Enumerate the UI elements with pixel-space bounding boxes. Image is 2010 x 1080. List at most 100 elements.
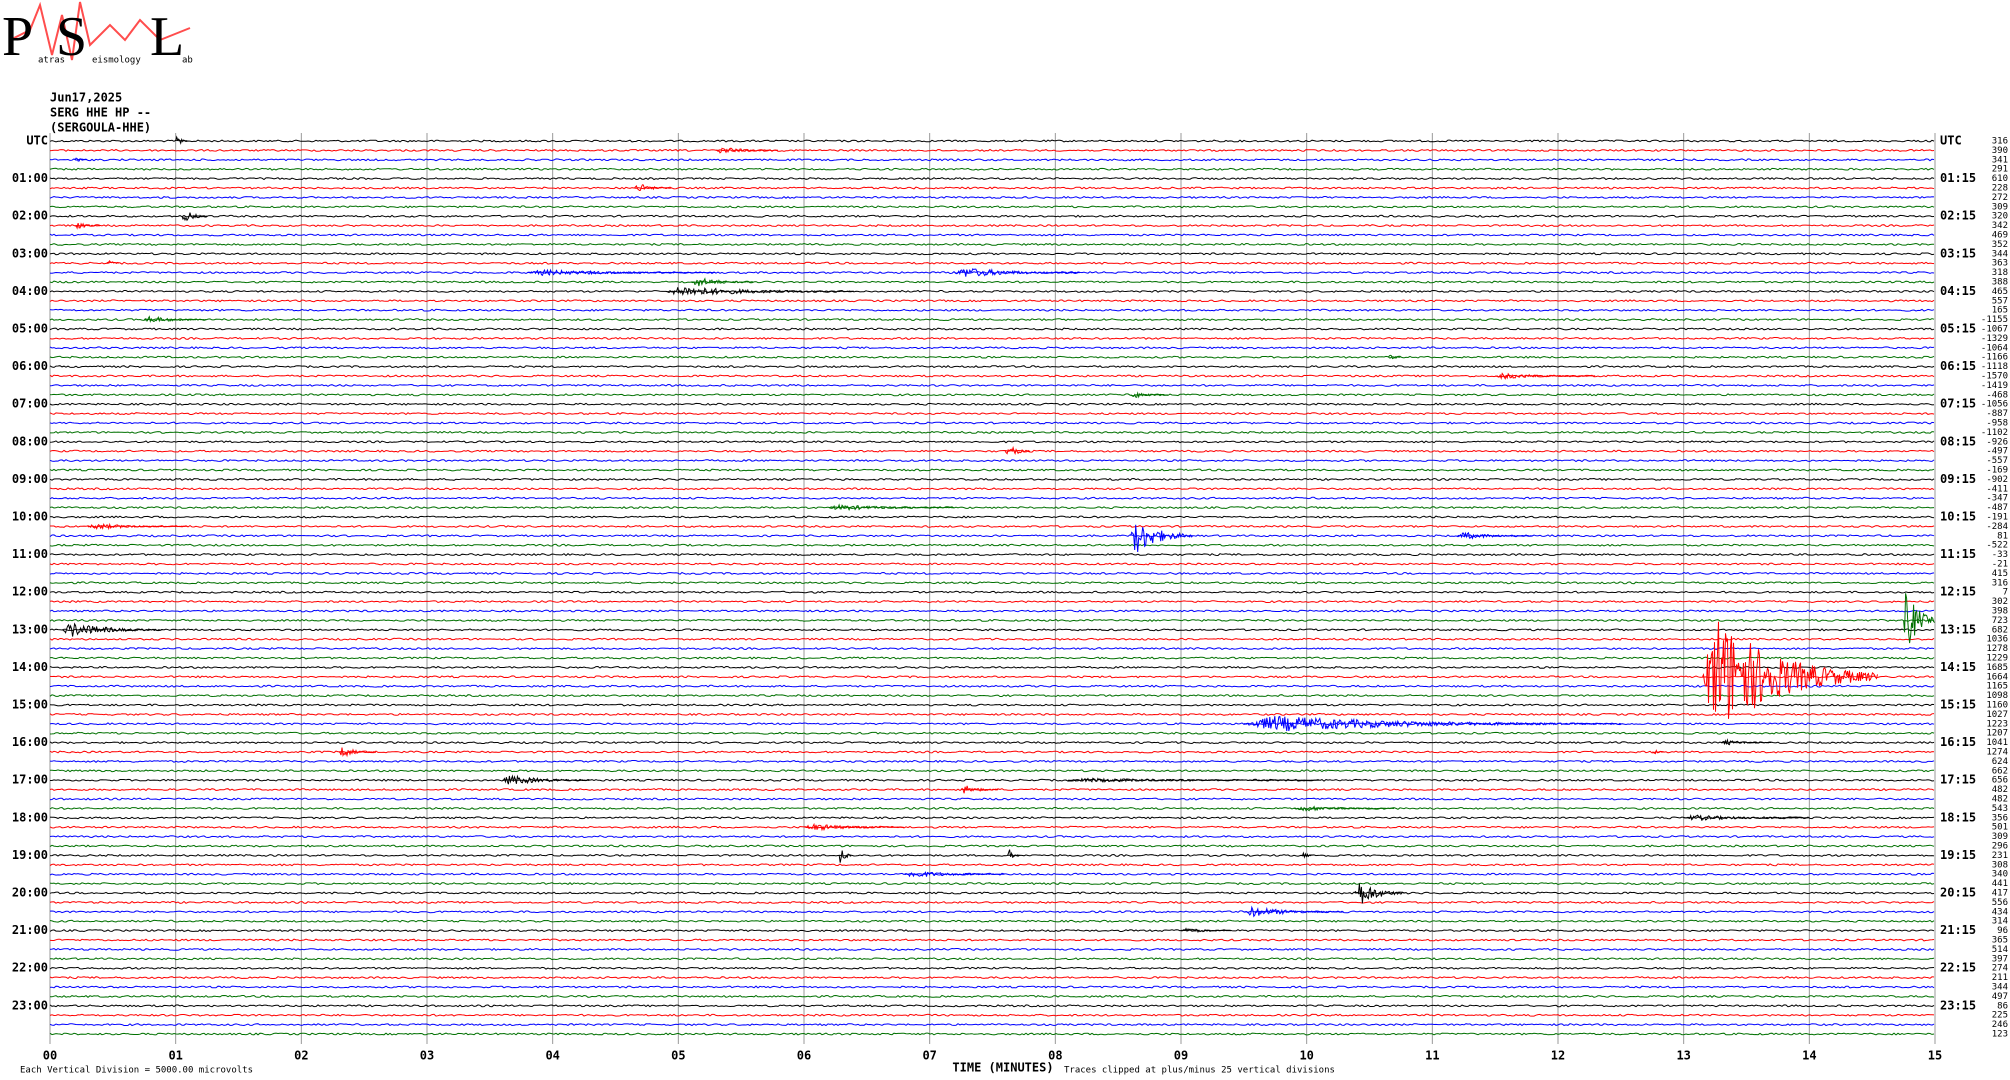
trace-offset-label: -411	[1986, 484, 2008, 494]
x-tick-label: 08	[1048, 1049, 1062, 1063]
x-tick-label: 01	[168, 1049, 182, 1063]
trace	[49, 882, 1935, 886]
trace	[49, 242, 1934, 246]
trace	[49, 571, 1935, 575]
trace-offset-label: -497	[1986, 447, 2008, 457]
left-time-label: 22:00	[12, 961, 48, 975]
seismic-event	[1652, 749, 1665, 755]
seismic-event	[1243, 905, 1344, 918]
trace	[49, 600, 1935, 604]
seismic-event	[828, 503, 955, 512]
seismic-event	[838, 850, 852, 863]
trace	[49, 177, 1935, 181]
seismic-event	[954, 268, 1080, 277]
scale-note: Each Vertical Division = 5000.00 microvo…	[20, 1066, 253, 1076]
trace-offset-label: 1685	[1986, 663, 2008, 673]
trace	[49, 214, 1935, 218]
trace-offset-label: 318	[1992, 268, 2008, 278]
trace-offset-label: 344	[1992, 983, 2008, 993]
seismic-event	[715, 147, 778, 154]
trace	[49, 261, 1935, 265]
left-time-label: 12:00	[12, 585, 48, 599]
right-time-label: 09:15	[1940, 472, 1976, 486]
right-time-label: 15:15	[1940, 698, 1976, 712]
trace-offset-label: 465	[1992, 287, 2008, 297]
right-time-label: 22:15	[1940, 961, 1976, 975]
seismic-event	[1067, 777, 1319, 783]
trace	[49, 1023, 1935, 1027]
trace-offset-label: -191	[1986, 513, 2008, 523]
x-tick-label: 00	[43, 1049, 57, 1063]
trace-offset-label: 344	[1992, 249, 2008, 259]
trace	[49, 863, 1935, 867]
logo-squiggle	[9, 1, 191, 61]
logo-word: atras	[38, 56, 65, 66]
seismic-event	[1495, 372, 1596, 380]
trace	[49, 280, 1935, 284]
trace-offset-label: 342	[1992, 221, 2008, 231]
trace	[50, 524, 1935, 528]
left-time-label: 01:00	[12, 171, 48, 185]
trace	[49, 553, 1935, 557]
right-time-label: 19:15	[1940, 848, 1976, 862]
trace	[49, 355, 1935, 359]
seismic-event	[1130, 524, 1194, 553]
left-time-label: 14:00	[12, 660, 48, 674]
trace	[49, 515, 1935, 519]
trace	[49, 825, 1935, 829]
trace-offset-label: 225	[1992, 1011, 2008, 1021]
trace-offset-label: -1155	[1981, 315, 2008, 325]
trace-offset-label: -522	[1986, 541, 2008, 551]
info-channel: SERG HHE HP --	[50, 106, 151, 120]
trace-offset-label: 340	[1992, 870, 2008, 880]
trace	[49, 205, 1935, 209]
trace	[49, 947, 1935, 951]
trace-offset-label: 341	[1992, 155, 2008, 165]
seismic-event	[1683, 814, 1809, 821]
left-time-label: 16:00	[12, 735, 48, 749]
trace-offset-label: 1165	[1986, 682, 2008, 692]
seismic-event	[960, 785, 999, 794]
right-time-label: 02:15	[1940, 209, 1976, 223]
trace-offset-label: 1027	[1986, 710, 2008, 720]
trace-offset-label: 211	[1992, 973, 2008, 983]
trace-offset-label: -21	[1992, 560, 2008, 570]
trace	[49, 844, 1935, 848]
seismic-event	[1243, 715, 1621, 732]
trace-offset-label: 1036	[1986, 635, 2008, 645]
trace-offset-label: 356	[1992, 813, 2008, 823]
logo-word: ab	[182, 56, 193, 66]
x-tick-label: 04	[545, 1049, 559, 1063]
seismic-event	[143, 315, 207, 323]
trace	[49, 769, 1934, 773]
left-time-label: 02:00	[12, 209, 48, 223]
trace	[49, 835, 1935, 839]
info-station: (SERGOULA-HHE)	[50, 121, 151, 135]
trace	[49, 618, 1935, 622]
trace	[49, 731, 1935, 735]
trace-offset-label: 316	[1992, 578, 2008, 588]
trace-offset-label: 231	[1992, 851, 2008, 861]
trace	[49, 797, 1935, 801]
seismic-event	[1721, 738, 1772, 746]
seismic-event	[1180, 927, 1232, 933]
trace-offset-label: 390	[1992, 146, 2008, 156]
trace-offset-label: 363	[1992, 259, 2008, 269]
trace	[49, 167, 1935, 171]
left-time-label: 13:00	[12, 622, 48, 636]
left-time-label: 09:00	[12, 472, 48, 486]
trace-offset-label: 388	[1992, 278, 2008, 288]
trace	[49, 233, 1935, 237]
left-time-label: 18:00	[12, 810, 48, 824]
trace	[50, 778, 1935, 782]
trace	[49, 581, 1935, 585]
trace	[49, 722, 1935, 726]
trace-offset-label: 441	[1992, 879, 2008, 889]
trace-offset-label: 1098	[1986, 691, 2008, 701]
trace	[49, 590, 1935, 594]
x-tick-label: 12	[1551, 1049, 1565, 1063]
trace	[49, 383, 1935, 387]
trace-offset-label: -557	[1986, 456, 2008, 466]
trace	[49, 806, 1935, 810]
